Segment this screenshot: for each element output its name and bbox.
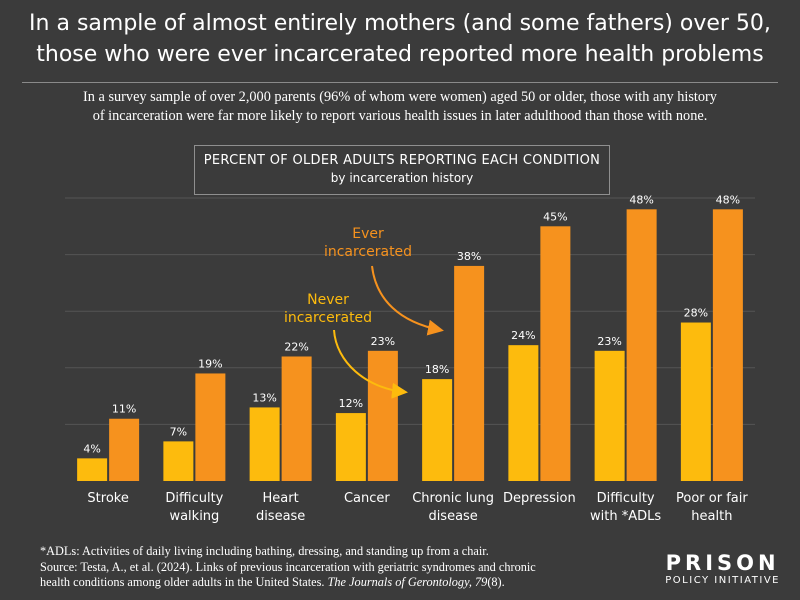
bar [422, 379, 453, 481]
data-label: 12% [339, 397, 363, 410]
data-label: 4% [83, 442, 100, 455]
bar [594, 350, 625, 481]
footnote-line-2: Source: Testa, A., et al. (2024). Links … [40, 559, 536, 574]
category-label: disease [256, 509, 305, 524]
subtitle-line-1: In a survey sample of over 2,000 parents… [83, 89, 717, 105]
category-labels: Stroke Difficulty walking Heart disease Cance… [87, 491, 748, 524]
category-label: Stroke [87, 491, 128, 506]
chart-subheading: by incarceration history [330, 171, 474, 185]
title-line-1: In a sample of almost entirely mothers (… [29, 11, 771, 36]
category-label: Cancer [344, 491, 390, 506]
bar [77, 458, 108, 481]
chart-title: In a sample of almost entirely mothers (… [0, 8, 800, 70]
bar [508, 345, 539, 481]
prison-policy-initiative-logo: PRISON POLICY INITIATIVE [665, 552, 780, 588]
category-label: Difficulty [165, 491, 223, 506]
bar [712, 209, 743, 481]
data-label: 23% [597, 335, 621, 348]
bar [335, 413, 366, 481]
category-label: Poor or fair [676, 491, 748, 506]
data-label: 13% [252, 391, 276, 404]
never-annotation-line1: Never [307, 292, 349, 308]
data-label: 28% [684, 307, 708, 320]
data-label: 19% [198, 357, 222, 370]
footnote-line-3-text: health conditions among older adults in … [40, 575, 328, 589]
footnote: *ADLs: Activities of daily living includ… [40, 544, 680, 591]
data-label: 24% [511, 329, 535, 342]
bar [249, 407, 280, 481]
category-label: disease [428, 509, 477, 524]
data-label: 18% [425, 363, 449, 376]
bars [77, 209, 743, 481]
bar [454, 265, 485, 481]
title-divider [22, 82, 778, 83]
data-label: 23% [371, 335, 395, 348]
category-label: walking [169, 509, 219, 524]
chart-subtitle: In a survey sample of over 2,000 parents… [30, 88, 770, 126]
category-label: with *ADLs [590, 509, 661, 524]
bar [540, 226, 571, 481]
category-label: Depression [503, 491, 576, 506]
logo-line-2: POLICY INITIATIVE [665, 575, 780, 586]
data-label: 11% [112, 403, 136, 416]
ever-annotation-line1: Ever [352, 226, 384, 242]
bar [163, 441, 194, 481]
bar [626, 209, 657, 481]
bar [680, 322, 711, 481]
logo-line-1: PRISON [665, 551, 780, 575]
footnote-journal: The Journals of Gerontology, 79 [327, 575, 488, 589]
data-label: 48% [629, 193, 653, 206]
data-label: 45% [543, 210, 567, 223]
category-label: health [691, 509, 732, 524]
never-annotation-arrow [333, 329, 408, 399]
category-label: Difficulty [597, 491, 655, 506]
data-label: 22% [284, 340, 308, 353]
category-label: Heart [263, 491, 299, 506]
bar [109, 418, 140, 481]
subtitle-line-2: of incarceration were far more likely to… [92, 108, 708, 124]
footnote-issue: (8). [487, 575, 505, 589]
bar [281, 356, 312, 481]
data-label: 48% [716, 193, 740, 206]
footnote-line-3: health conditions among older adults in … [40, 575, 680, 591]
ever-annotation-arrow [371, 265, 444, 336]
chart-heading-box: PERCENT OF OLDER ADULTS REPORTING EACH C… [194, 145, 610, 195]
bar [367, 350, 398, 481]
ever-annotation-line2: incarcerated [324, 244, 412, 260]
title-line-2: those who were ever incarcerated reporte… [36, 42, 764, 67]
chart-heading: PERCENT OF OLDER ADULTS REPORTING EACH C… [203, 153, 601, 168]
data-label: 38% [457, 250, 481, 263]
category-label: Chronic lung [412, 491, 494, 506]
footnote-line-1: *ADLs: Activities of daily living includ… [40, 544, 489, 558]
never-annotation-line2: incarcerated [284, 310, 372, 326]
value-labels: 4% 11% 7% 19% 13% 22% 12% 23% 18% 38% 24% 45% 23% 48%… [83, 193, 740, 455]
bar [195, 373, 226, 481]
data-label: 7% [170, 425, 187, 438]
